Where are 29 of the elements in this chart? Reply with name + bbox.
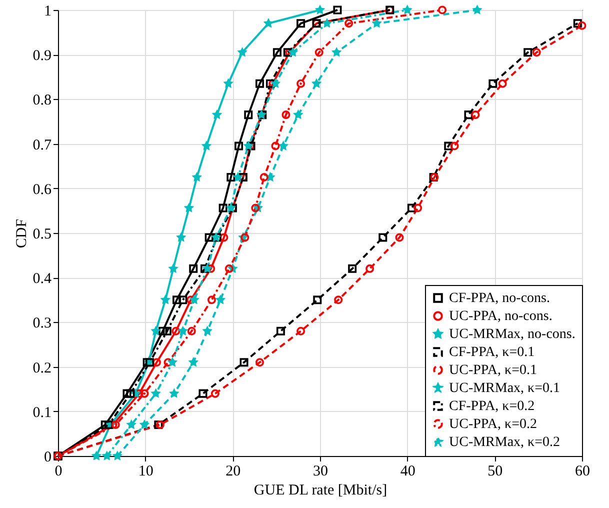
- legend-label: UC-PPA, κ=0.1: [449, 363, 537, 378]
- y-tick-label: 0.3: [32, 316, 52, 332]
- y-tick-label: 0.5: [32, 226, 52, 242]
- legend-label: UC-PPA, no-cons.: [449, 309, 552, 324]
- legend-label: UC-MRMax, κ=0.1: [449, 381, 560, 396]
- y-tick-label: 1: [44, 4, 52, 20]
- y-tick-label: 0.9: [32, 48, 52, 64]
- legend-label: UC-PPA, κ=0.2: [449, 417, 537, 432]
- legend-label: CF-PPA, κ=0.2: [449, 399, 535, 414]
- legend-label: UC-MRMax, no-cons.: [449, 327, 576, 342]
- y-tick-label: 0.1: [32, 404, 52, 421]
- y-tick-label: 0.6: [32, 182, 52, 198]
- x-tick-label: 20: [226, 464, 241, 480]
- y-tick-label: 0.2: [32, 360, 52, 376]
- x-tick-label: 30: [313, 464, 328, 480]
- x-tick-label: 40: [400, 464, 416, 480]
- legend-label: CF-PPA, κ=0.1: [449, 345, 535, 360]
- y-tick-label: 0.8: [32, 92, 52, 109]
- x-tick-label: 50: [488, 464, 503, 480]
- x-tick-label: 0: [54, 464, 62, 480]
- y-axis-title: CDF: [14, 218, 30, 248]
- y-tick-label: 0: [44, 450, 52, 466]
- x-tick-label: 10: [138, 464, 154, 480]
- x-tick-label: 60: [575, 464, 590, 480]
- legend-label: CF-PPA, no-cons.: [449, 291, 550, 306]
- legend-label: UC-MRMax, κ=0.2: [449, 435, 560, 450]
- y-tick-label: 0.7: [32, 137, 52, 154]
- y-tick-label: 0.4: [32, 271, 52, 288]
- x-axis-title: GUE DL rate [Mbit/s]: [254, 482, 388, 498]
